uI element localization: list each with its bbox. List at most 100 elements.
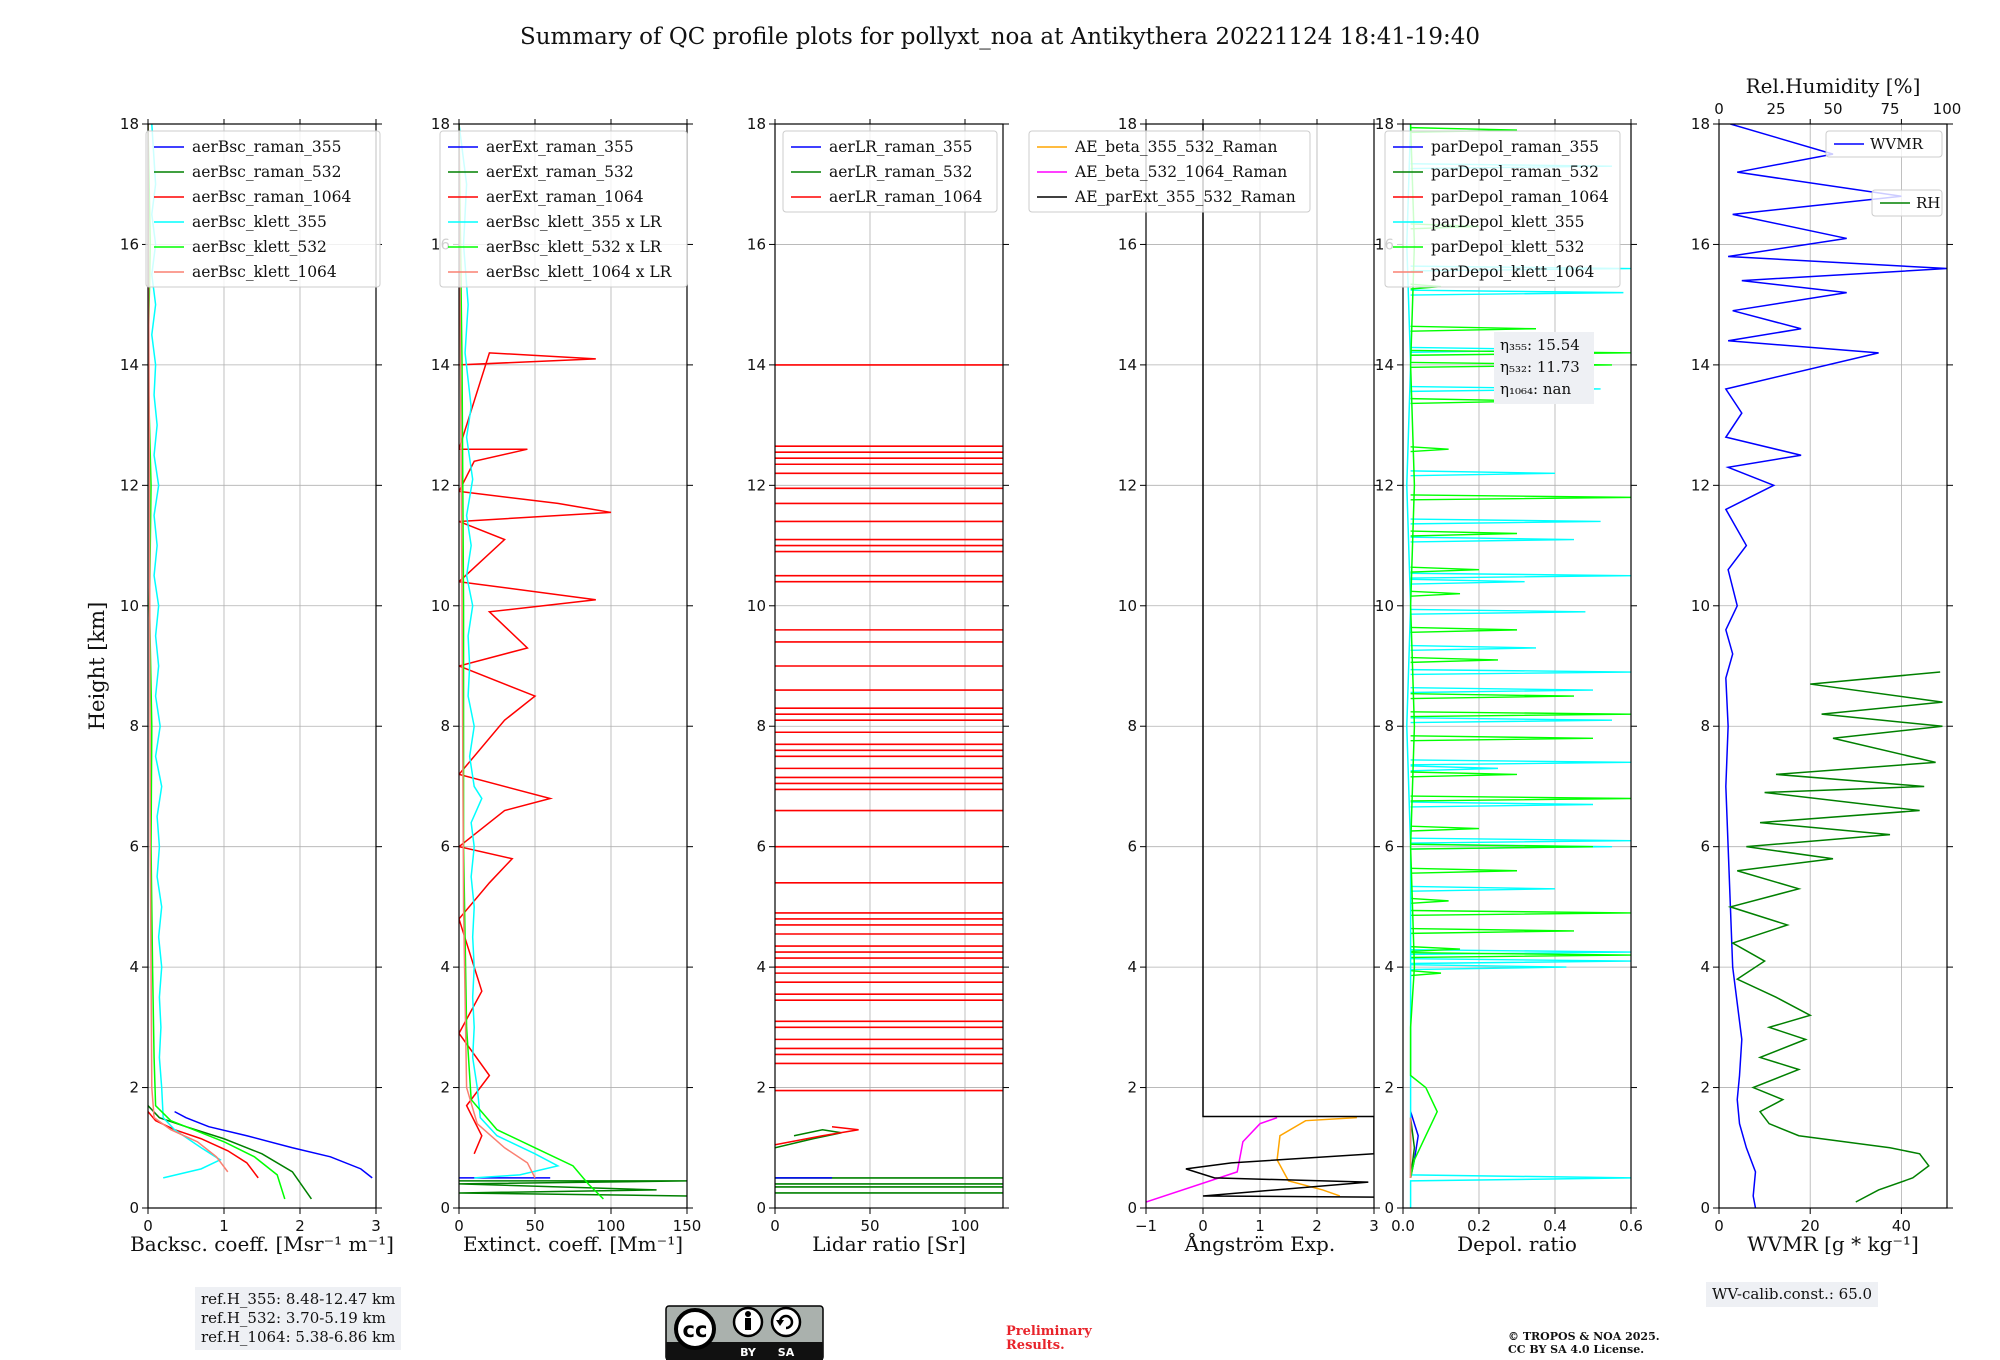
legend-entry: aerLR_raman_1064 bbox=[829, 188, 982, 206]
y-tick-label: 6 bbox=[129, 838, 139, 856]
legend-entry: parDepol_raman_355 bbox=[1431, 138, 1599, 156]
y-tick-label: 0 bbox=[756, 1199, 766, 1217]
cc-license-badge[interactable]: cc BY SA bbox=[665, 1305, 824, 1360]
panel-6: 0 20 40 0 2 4 6 8 10 12 14 16 18 WVMR [g * kg⁻¹] 0 25 50… bbox=[1691, 74, 1961, 1256]
depol-spike-cyan bbox=[1410, 765, 1499, 772]
axes-frame bbox=[774, 123, 1004, 1209]
y-tick-label: 10 bbox=[431, 597, 450, 615]
y-tick-label: 8 bbox=[756, 717, 766, 735]
y-tick-label: 18 bbox=[120, 115, 139, 133]
top-x-tick-label: 0 bbox=[1714, 100, 1724, 118]
x-tick-label: 100 bbox=[597, 1217, 626, 1235]
x-tick-label: 0 bbox=[1714, 1217, 1724, 1235]
legend-entry: AE_beta_532_1064_Raman bbox=[1074, 163, 1287, 181]
y-tick-label: 14 bbox=[431, 356, 450, 374]
legend-entry: aerBsc_klett_532 x LR bbox=[486, 238, 663, 256]
plot-area bbox=[1146, 124, 1374, 1203]
legend: WVMR RH bbox=[1825, 130, 1943, 217]
sa-label: SA bbox=[778, 1346, 795, 1359]
depol-spike-cyan bbox=[1410, 289, 1624, 296]
top-x-tick-label: 100 bbox=[1933, 100, 1962, 118]
x-axis-label: Ångström Exp. bbox=[1184, 1231, 1335, 1256]
legend-entry: AE_parExt_355_532_Raman bbox=[1074, 188, 1296, 206]
eta-annotation-line: η₅₃₂: 11.73 bbox=[1500, 358, 1580, 376]
legend-entry: parDepol_klett_1064 bbox=[1431, 263, 1594, 281]
depol-spike-lime bbox=[1410, 693, 1575, 700]
axes-frame bbox=[1402, 123, 1632, 1209]
y-tick-label: 4 bbox=[1384, 958, 1394, 976]
depol-spike-cyan bbox=[1410, 608, 1586, 615]
x-tick-label: 0 bbox=[143, 1217, 153, 1235]
eta-annotation-line: η₁₀₆₄: nan bbox=[1500, 380, 1571, 398]
y-tick-label: 16 bbox=[1691, 235, 1710, 253]
legend-entry: aerBsc_klett_532 bbox=[192, 238, 327, 256]
legend-entry: aerBsc_klett_355 x LR bbox=[486, 213, 663, 231]
x-tick-label: 3 bbox=[1369, 1217, 1379, 1235]
depol-spike-cyan bbox=[1410, 668, 1631, 676]
depol-spike-lime bbox=[1410, 361, 1613, 368]
depol-spike-cyan bbox=[1410, 578, 1525, 585]
top-x-tick-label: 50 bbox=[1823, 100, 1842, 118]
y-tick-label: 4 bbox=[440, 958, 450, 976]
legend: aerLR_raman_355 aerLR_raman_532 aerLR_rama… bbox=[782, 130, 998, 213]
depol-spike-lime bbox=[1410, 897, 1449, 904]
y-tick-label: 18 bbox=[431, 115, 450, 133]
depol-spike-lime bbox=[1410, 590, 1461, 597]
plot-area bbox=[1724, 124, 1947, 1208]
series-line-1 bbox=[174, 1110, 373, 1179]
x-tick-label: 0.2 bbox=[1467, 1217, 1491, 1235]
legend-entry: parDepol_klett_355 bbox=[1431, 213, 1584, 231]
y-tick-label: 18 bbox=[1691, 115, 1710, 133]
copyright-line-2: CC BY SA 4.0 License. bbox=[1508, 1343, 1645, 1356]
depol-spike-cyan bbox=[1410, 536, 1575, 543]
depol-spike-lime bbox=[1410, 711, 1631, 718]
eta-annotation-box bbox=[1494, 332, 1594, 404]
axes-frame bbox=[458, 123, 688, 1209]
y-tick-label: 8 bbox=[1127, 717, 1137, 735]
depol-spike-cyan bbox=[1410, 518, 1601, 525]
depol-spike-cyan bbox=[1410, 385, 1601, 393]
cc-icon: cc bbox=[683, 1318, 708, 1342]
plot-area bbox=[775, 364, 1003, 1194]
series-line-2 bbox=[148, 1105, 313, 1200]
y-tick-label: 18 bbox=[1118, 115, 1137, 133]
depol-spike-lime bbox=[1410, 566, 1480, 573]
depol-spike-lime bbox=[1410, 771, 1518, 778]
series-line-6 bbox=[459, 124, 536, 1179]
depol-spike-lime bbox=[1410, 927, 1575, 935]
ref-height-532: ref.H_532: 3.70-5.19 km bbox=[201, 1309, 386, 1327]
depol-spike-lime bbox=[1410, 795, 1631, 802]
legend-entry: aerBsc_klett_1064 x LR bbox=[486, 263, 673, 281]
series-line-3 bbox=[148, 1111, 259, 1179]
top-x-tick-label: 25 bbox=[1766, 100, 1785, 118]
depol-spike-cyan bbox=[1410, 470, 1556, 477]
series-line-4 bbox=[151, 124, 222, 1179]
legend-entry: aerBsc_raman_355 bbox=[192, 138, 342, 156]
legend-entry: aerBsc_klett_1064 bbox=[192, 263, 337, 281]
y-tick-label: 10 bbox=[1118, 597, 1137, 615]
legend-box bbox=[1825, 130, 1943, 158]
y-tick-label: 2 bbox=[1384, 1079, 1394, 1097]
legend-entry: parDepol_klett_532 bbox=[1431, 238, 1584, 256]
series-line-5 bbox=[459, 124, 604, 1200]
series-line-6 bbox=[148, 124, 229, 1173]
y-tick-label: 6 bbox=[1127, 838, 1137, 856]
y-tick-label: 4 bbox=[1700, 958, 1710, 976]
sa-icon bbox=[770, 1306, 802, 1338]
series-line-4 bbox=[459, 124, 560, 1179]
x-tick-label: 40 bbox=[1892, 1217, 1911, 1235]
y-tick-label: 16 bbox=[747, 235, 766, 253]
depol-spike-lime bbox=[1410, 446, 1449, 453]
depol-spike-lime bbox=[1410, 494, 1631, 501]
y-tick-label: 2 bbox=[756, 1079, 766, 1097]
legend-box bbox=[1028, 130, 1311, 213]
series-line-5 bbox=[1409, 124, 1439, 1179]
legend-entry: aerBsc_klett_355 bbox=[192, 213, 327, 231]
y-tick-label: 16 bbox=[120, 235, 139, 253]
y-tick-label: 14 bbox=[1118, 356, 1137, 374]
preliminary-notice: Preliminary Results. bbox=[1006, 1325, 1092, 1353]
y-tick-label: 2 bbox=[129, 1079, 139, 1097]
